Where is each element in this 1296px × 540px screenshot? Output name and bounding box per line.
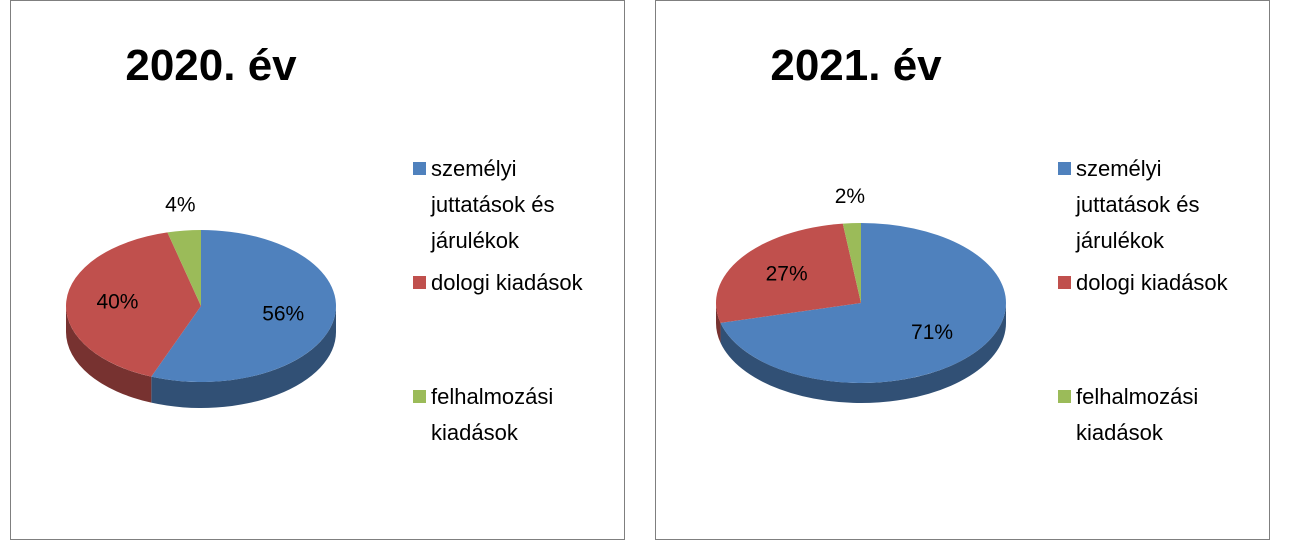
chart-panel: 2020. év 56% 40% 4% személyi juttatások és j… — [10, 0, 625, 540]
legend-swatch — [413, 276, 426, 289]
data-label: 40% — [96, 291, 138, 314]
slice-side — [716, 303, 721, 343]
data-label: 2% — [835, 185, 865, 208]
legend-label: felhalmozási kiadások — [431, 384, 554, 445]
slice — [167, 230, 201, 306]
data-label: 27% — [766, 263, 808, 286]
legend-item: személyi juttatások és járulékok — [409, 151, 609, 265]
slice-side — [66, 306, 152, 403]
legend-swatch — [1058, 276, 1071, 289]
slice — [151, 230, 336, 382]
data-label: 71% — [911, 321, 953, 344]
legend-item: személyi juttatások és járulékok — [1054, 151, 1254, 265]
data-label: 4% — [165, 194, 195, 217]
legend: személyi juttatások és járulékok dologi k… — [409, 151, 609, 493]
pie-tops — [65, 230, 336, 382]
legend-item: felhalmozási kiadások — [1054, 379, 1254, 493]
legend-swatch — [413, 390, 426, 403]
legend-label: dologi kiadások — [1076, 270, 1228, 295]
slice — [65, 232, 201, 377]
legend-label: dologi kiadások — [431, 270, 583, 295]
pie-plot: 71% 27% 2% — [716, 185, 1006, 403]
slice — [842, 223, 861, 303]
slice — [720, 223, 1006, 383]
data-label: 56% — [262, 302, 304, 325]
pie-tops — [716, 223, 1006, 383]
legend-label: személyi juttatások és járulékok — [1076, 156, 1200, 253]
pie-sides — [716, 303, 1006, 403]
legend-item: dologi kiadások — [1054, 265, 1254, 379]
chart-panel: 2021. év 71% 27% 2% személyi juttatások és j… — [655, 0, 1270, 540]
legend-swatch — [1058, 390, 1071, 403]
pie-labels: 71% 27% 2% — [766, 185, 953, 344]
pie-sides — [66, 306, 336, 409]
legend-item: felhalmozási kiadások — [409, 379, 609, 493]
chart-title: 2020. év — [125, 41, 297, 90]
page: 2020. év 56% 40% 4% személyi juttatások és j… — [10, 0, 1270, 540]
chart-title: 2021. év — [770, 41, 942, 90]
legend-label: felhalmozási kiadások — [1076, 384, 1199, 445]
pie-plot: 56% 40% 4% — [65, 194, 336, 409]
legend-swatch — [1058, 162, 1071, 175]
slice-side — [720, 303, 1006, 403]
legend-item: dologi kiadások — [409, 265, 609, 379]
slice — [716, 223, 861, 323]
legend-swatch — [413, 162, 426, 175]
pie-labels: 56% 40% 4% — [96, 194, 304, 326]
slice-side — [151, 306, 336, 409]
legend: személyi juttatások és járulékok dologi k… — [1054, 151, 1254, 493]
legend-label: személyi juttatások és járulékok — [431, 156, 555, 253]
